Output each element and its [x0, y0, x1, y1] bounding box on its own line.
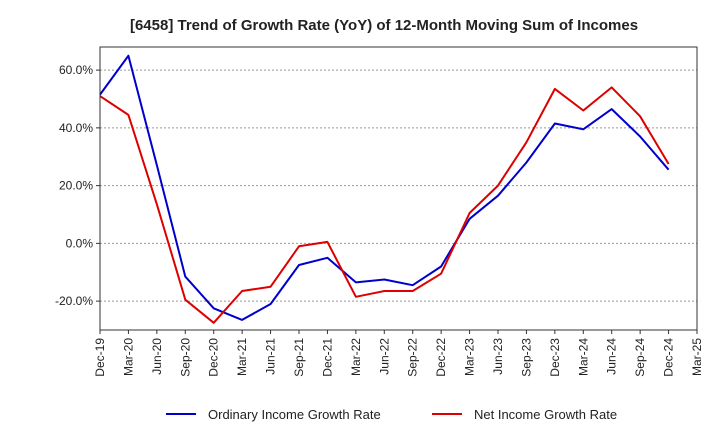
gridlines	[100, 69, 697, 302]
y-tick-label: -20.0%	[55, 294, 93, 308]
x-tick-label: Sep-23	[519, 338, 533, 377]
x-tick-label: Mar-24	[576, 338, 590, 376]
x-axis: Dec-19 Mar-20 Jun-20 Sep-20 Dec-20 Mar-21 Jun-…	[93, 330, 704, 377]
x-tick-label: Jun-24	[605, 338, 619, 375]
x-tick-label: Dec-24	[662, 338, 676, 377]
x-tick-label: Jun-23	[491, 338, 505, 375]
plot-area	[99, 46, 698, 331]
y-tick-label: 40.0%	[59, 121, 93, 135]
y-tick-label: 0.0%	[66, 236, 94, 250]
x-tick-label: Mar-20	[121, 338, 135, 376]
legend: Ordinary Income Growth Rate Net Income G…	[166, 407, 617, 422]
x-tick-label: Sep-22	[406, 338, 420, 377]
y-axis: -20.0% 0.0% 20.0% 40.0% 60.0%	[55, 63, 100, 308]
series-lines	[99, 54, 670, 324]
x-tick-label: Jun-21	[264, 338, 278, 375]
x-tick-label: Dec-21	[320, 338, 334, 377]
y-tick-label: 60.0%	[59, 63, 93, 77]
x-tick-label: Mar-23	[463, 338, 477, 376]
x-tick-label: Dec-19	[93, 338, 107, 377]
x-tick-label: Jun-20	[150, 338, 164, 375]
x-tick-label: Dec-23	[548, 338, 562, 377]
x-tick-label: Jun-22	[377, 338, 391, 375]
x-tick-label: Sep-21	[292, 338, 306, 377]
chart-title: [6458] Trend of Growth Rate (YoY) of 12-…	[130, 17, 638, 34]
x-tick-label: Dec-20	[207, 338, 221, 377]
x-tick-label: Dec-22	[434, 338, 448, 377]
x-tick-label: Mar-22	[349, 338, 363, 376]
x-tick-label: Mar-21	[235, 338, 249, 376]
series-line-net-income	[99, 86, 670, 324]
x-tick-label: Mar-25	[690, 338, 704, 376]
series-line-ordinary-income	[99, 54, 670, 321]
legend-label-net-income: Net Income Growth Rate	[474, 407, 617, 422]
legend-label-ordinary-income: Ordinary Income Growth Rate	[208, 407, 381, 422]
y-tick-label: 20.0%	[59, 179, 93, 193]
x-tick-label: Sep-20	[178, 338, 192, 377]
x-tick-label: Sep-24	[633, 338, 647, 377]
